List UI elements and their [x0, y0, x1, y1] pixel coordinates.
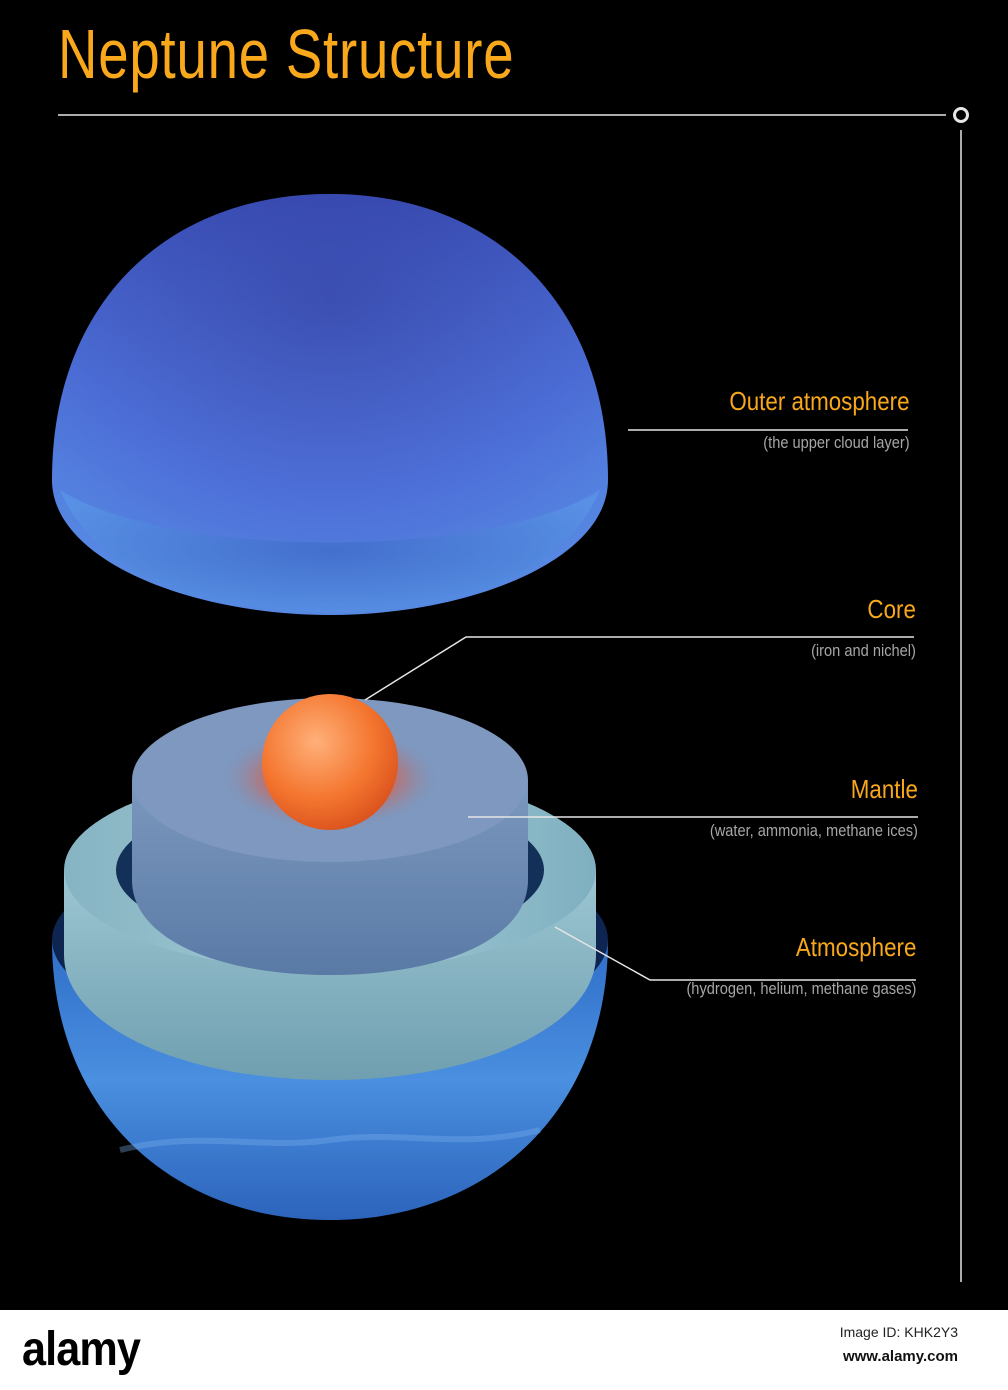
- layer-name: Outer atmosphere: [729, 386, 910, 416]
- layer-name: Mantle: [850, 774, 918, 804]
- layer-description: (water, ammonia, methane ices): [709, 821, 918, 840]
- atmosphere-band: [119, 1127, 541, 1153]
- watermark-footer: alamy Image ID: KHK2Y3 www.alamy.com: [0, 1310, 1008, 1390]
- page-title: Neptune Structure: [58, 15, 515, 93]
- core-leader: [364, 636, 914, 701]
- label-mantle: Mantle (water, ammonia, methane ices): [676, 774, 918, 841]
- outer-atmosphere-shading: [52, 194, 608, 480]
- diagram-canvas: [52, 107, 969, 1282]
- layer-name: Atmosphere: [795, 932, 916, 962]
- label-atmosphere: Atmosphere (hydrogen, helium, methane ga…: [649, 932, 916, 999]
- outer-atmosphere-shell: [52, 194, 608, 615]
- outer-atmosphere-underside: [60, 490, 600, 612]
- atmosphere-leader: [554, 926, 916, 981]
- image-id: Image ID: KHK2Y3: [839, 1324, 958, 1340]
- layer-description: (the upper cloud layer): [763, 433, 910, 452]
- layer-name: Core: [867, 594, 916, 624]
- interior-cutaway: [52, 694, 608, 1220]
- label-outer-atmosphere: Outer atmosphere (the upper cloud layer): [700, 386, 910, 453]
- label-core: Core (iron and nichel): [794, 594, 916, 661]
- core-sphere: [262, 694, 398, 830]
- frame-marker-icon: [953, 107, 969, 123]
- layer-description: (iron and nichel): [811, 641, 916, 660]
- watermark-logo: alamy: [22, 1323, 141, 1376]
- callout-lines: [58, 107, 969, 1282]
- layer-description: (hydrogen, helium, methane gases): [686, 979, 916, 998]
- watermark-url: www.alamy.com: [842, 1348, 958, 1365]
